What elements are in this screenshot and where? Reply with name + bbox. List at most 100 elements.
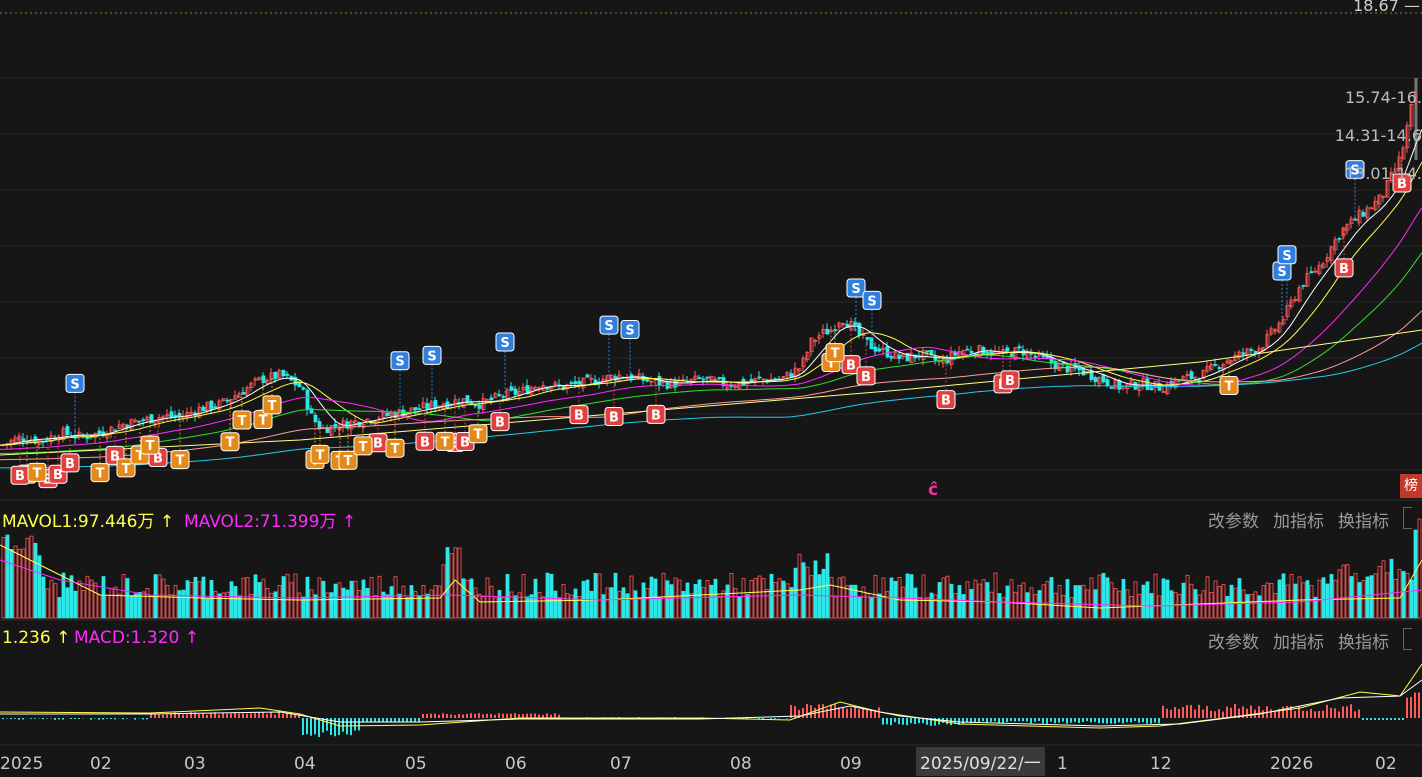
macd-histogram-bar: [1242, 706, 1244, 718]
candle-body: [493, 392, 498, 398]
volume-bar: [565, 593, 570, 619]
candle-body: [897, 354, 902, 360]
volume-bar: [1301, 582, 1306, 619]
macd-histogram-bar: [466, 713, 468, 718]
volume-bar: [149, 594, 154, 619]
volume-bar: [1205, 576, 1210, 619]
signal-marker-t: [353, 436, 373, 456]
volume-bar: [641, 582, 646, 619]
volume-bar: [1329, 574, 1334, 619]
signal-marker-text: T: [441, 435, 450, 450]
volume-bar: [933, 594, 938, 619]
macd-histogram-bar: [426, 713, 428, 718]
candle-body: [977, 345, 982, 358]
macd-histogram-bar: [490, 714, 492, 718]
candle-body: [1189, 371, 1194, 380]
signal-marker-b: [60, 453, 80, 473]
candle-body: [293, 377, 298, 386]
macd-histogram-bar: [330, 718, 332, 736]
macd-histogram-bar: [1386, 718, 1388, 720]
volume-bar: [73, 590, 78, 619]
macd-histogram-bar: [458, 714, 460, 718]
candle-body: [1041, 355, 1046, 358]
volume-bar: [1285, 584, 1290, 619]
signal-marker-text: B: [1005, 374, 1015, 389]
volume-bar: [757, 575, 762, 619]
macd-histogram-bar: [950, 718, 952, 726]
candle-body: [1065, 365, 1070, 373]
macd-switch-indicator-button[interactable]: 换指标: [1338, 633, 1389, 653]
volume-bar: [1289, 573, 1294, 619]
macd-histogram-bar: [394, 718, 396, 722]
signal-marker-text: B: [43, 473, 53, 488]
volume-bar: [785, 583, 790, 619]
macd-histogram-bar: [210, 712, 212, 718]
volume-panel-toggle-icon[interactable]: [1403, 507, 1412, 529]
macd-histogram-bar: [102, 718, 104, 720]
macd-add-indicator-button[interactable]: 加指标: [1273, 633, 1324, 653]
volume-bar: [817, 574, 822, 619]
signal-marker-text: B: [1339, 262, 1349, 277]
signal-marker-text: S: [867, 294, 876, 309]
macd-change-params-button[interactable]: 改参数: [1208, 633, 1259, 653]
macd-histogram-bar: [178, 713, 180, 718]
macd-histogram-bar: [434, 713, 436, 718]
signal-marker-text: T: [96, 467, 105, 482]
volume-bar: [773, 582, 778, 619]
macd-panel-toggle-icon[interactable]: [1403, 628, 1412, 650]
volume-bar: [365, 587, 370, 619]
macd-histogram-bar: [78, 718, 80, 719]
candle-body: [965, 348, 970, 351]
volume-bar: [645, 588, 650, 619]
macd-histogram-bar: [870, 709, 872, 718]
volume-bar: [509, 591, 514, 619]
macd-histogram-bar: [1002, 718, 1004, 724]
volume-bar: [1013, 591, 1018, 619]
candle-body: [933, 355, 938, 361]
macd-histogram-bar: [1194, 709, 1196, 718]
macd-histogram-bar: [1078, 718, 1080, 723]
volume-bar: [813, 560, 818, 619]
volume-bar: [1025, 592, 1030, 619]
macd-histogram-bar: [1258, 706, 1260, 718]
event-marker-icon[interactable]: ĉ: [928, 480, 939, 500]
volume-bar: [269, 592, 274, 619]
macd-histogram-bar: [190, 712, 192, 718]
volume-change-params-button[interactable]: 改参数: [1208, 512, 1259, 532]
volume-bar: [1321, 577, 1326, 619]
volume-bar: [289, 582, 294, 619]
macd-histogram-bar: [198, 714, 200, 718]
macd-histogram-bar: [406, 718, 408, 722]
macd-histogram-bar: [1146, 718, 1148, 724]
volume-add-indicator-button[interactable]: 加指标: [1273, 512, 1324, 532]
signal-marker-t: [262, 395, 282, 415]
candle-body: [553, 382, 558, 385]
signal-marker-t: [116, 458, 136, 478]
macd-histogram-bar: [762, 718, 764, 719]
volume-bar: [273, 591, 278, 619]
candle-body: [217, 400, 222, 410]
macd-histogram-bar: [898, 718, 900, 725]
candle-body: [877, 348, 882, 352]
candle-body: [693, 375, 698, 381]
macd-histogram-bar: [974, 718, 976, 723]
macd-histogram-bar: [22, 718, 24, 720]
volume-bar: [1169, 590, 1174, 619]
volume-bar: [549, 573, 554, 619]
macd-histogram-bar: [1246, 708, 1248, 718]
rank-badge[interactable]: 榜: [1400, 474, 1422, 498]
volume-switch-indicator-button[interactable]: 换指标: [1338, 512, 1389, 532]
volume-bar: [477, 593, 482, 619]
candle-body: [925, 350, 930, 353]
macd-histogram-bar: [890, 718, 892, 726]
candle-body: [1409, 103, 1414, 127]
macd-histogram-bar: [1394, 718, 1396, 720]
macd-histogram-bar: [514, 713, 516, 718]
volume-bar: [369, 576, 374, 619]
candle-body: [805, 352, 810, 361]
volume-bar: [1121, 578, 1126, 619]
candle-body: [1373, 200, 1378, 210]
macd-histogram-bar: [242, 713, 244, 718]
volume-bar: [497, 590, 502, 619]
volume-bar: [101, 576, 106, 619]
